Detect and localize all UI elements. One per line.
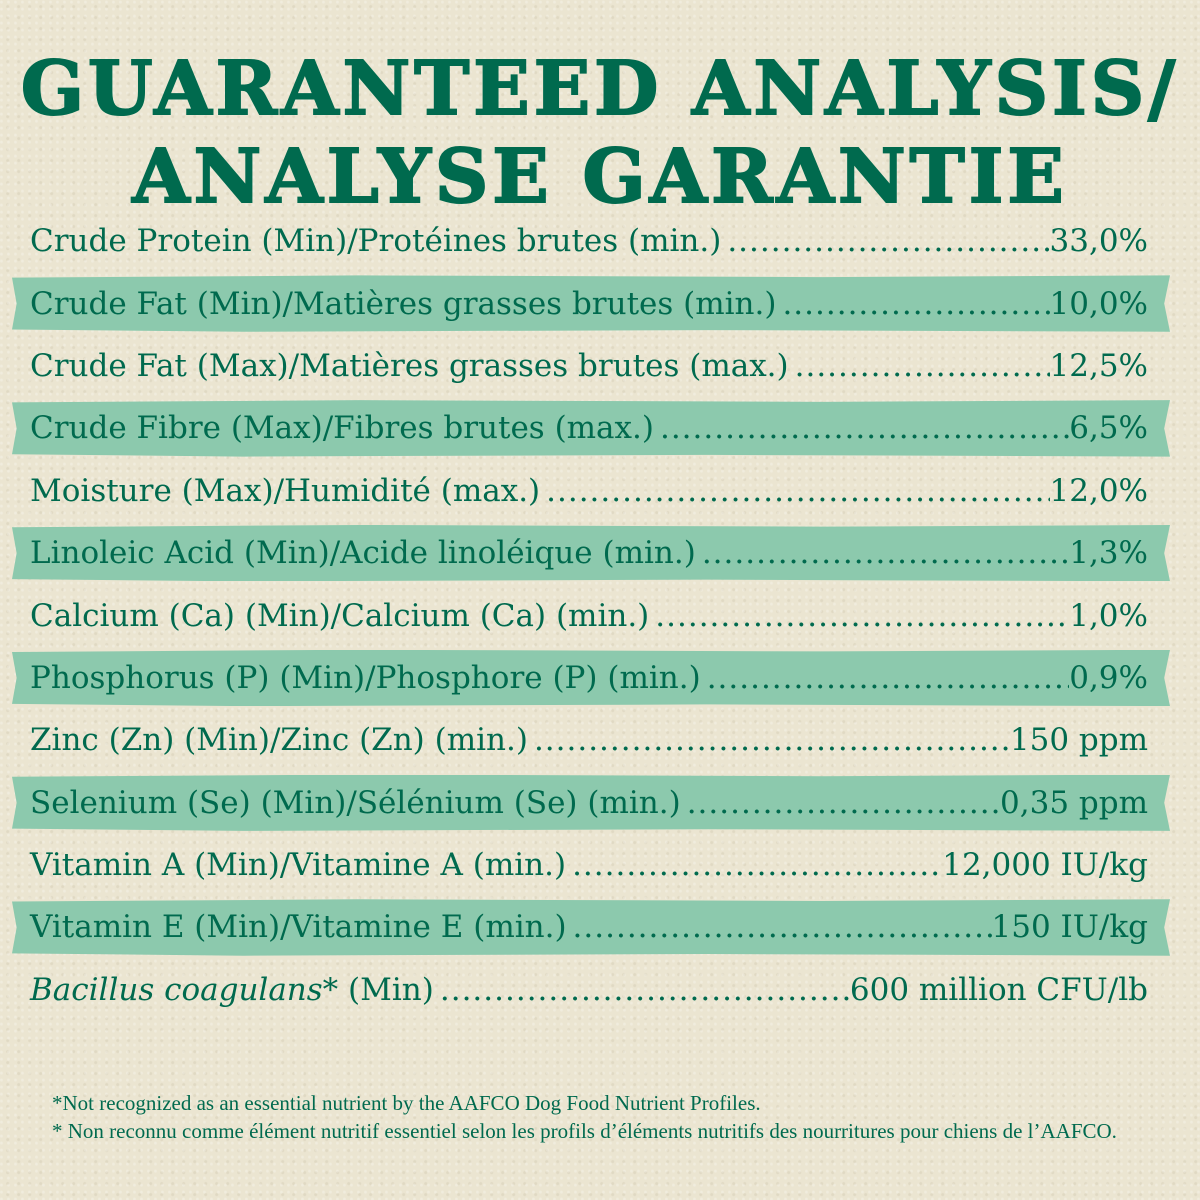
- leader-dots: [696, 535, 1069, 571]
- leader-dots: [776, 286, 1049, 322]
- nutrient-label: Phosphorus (P) (Min)/Phosphore (P) (min.…: [30, 659, 701, 696]
- nutrient-label: Zinc (Zn) (Min)/Zinc (Zn) (min.): [30, 722, 528, 759]
- nutrient-label: Bacillus coagulans* (Min): [30, 972, 434, 1008]
- nutrient-label: Crude Fibre (Max)/Fibres brutes (max.): [30, 410, 654, 447]
- nutrient-value: 12,5%: [1049, 347, 1148, 384]
- analysis-row: Crude Fat (Max)/Matières grasses brutes …: [0, 335, 1200, 397]
- title-english: GUARANTEED ANALYSIS/: [20, 46, 1180, 132]
- nutrient-value: 33,0%: [1049, 223, 1148, 260]
- analysis-row: Crude Fat (Min)/Matières grasses brutes …: [0, 272, 1200, 334]
- nutrient-label: Moisture (Max)/Humidité (max.): [30, 472, 541, 509]
- nutrient-label: Vitamin E (Min)/Vitamine E (min.): [30, 909, 567, 946]
- nutrient-value: 1,3%: [1069, 535, 1148, 572]
- nutrient-label: Crude Fat (Min)/Matières grasses brutes …: [30, 285, 777, 322]
- nutrient-value: 1,0%: [1069, 597, 1148, 634]
- nutrient-value: 10,0%: [1049, 285, 1148, 322]
- nutrient-label: Linoleic Acid (Min)/Acide linoléique (mi…: [30, 535, 696, 572]
- analysis-row: Moisture (Max)/Humidité (max.) 12,0%: [0, 460, 1200, 522]
- leader-dots: [566, 847, 942, 883]
- analysis-row: Crude Protein (Min)/Protéines brutes (mi…: [0, 210, 1200, 272]
- nutrient-label: Calcium (Ca) (Min)/Calcium (Ca) (min.): [30, 597, 650, 634]
- leader-dots: [434, 972, 850, 1008]
- nutrient-label: Selenium (Se) (Min)/Sélénium (Se) (min.): [30, 784, 681, 821]
- analysis-row: Zinc (Zn) (Min)/Zinc (Zn) (min.) 150 ppm: [0, 709, 1200, 771]
- leader-dots: [681, 785, 1000, 821]
- nutrient-value: 150 IU/kg: [991, 909, 1148, 946]
- nutrient-value: 600 million CFU/lb: [849, 971, 1148, 1008]
- leader-dots: [789, 348, 1050, 384]
- nutrient-value: 150 ppm: [1009, 722, 1148, 759]
- analysis-row: Selenium (Se) (Min)/Sélénium (Se) (min.)…: [0, 772, 1200, 834]
- analysis-row: Vitamin E (Min)/Vitamine E (min.) 150 IU/…: [0, 896, 1200, 958]
- species-name: Bacillus coagulans*: [30, 971, 339, 1008]
- analysis-row: Calcium (Ca) (Min)/Calcium (Ca) (min.) 1,…: [0, 584, 1200, 646]
- analysis-table: Crude Protein (Min)/Protéines brutes (mi…: [0, 210, 1200, 1021]
- nutrient-value: 12,000 IU/kg: [942, 847, 1148, 884]
- nutrient-label: Crude Protein (Min)/Protéines brutes (mi…: [30, 223, 722, 260]
- footnote-english: *Not recognized as an essential nutrient…: [52, 1091, 761, 1115]
- nutrient-value: 0,9%: [1069, 659, 1148, 696]
- leader-dots: [528, 722, 1010, 758]
- title-french: ANALYSE GARANTIE: [131, 134, 1068, 220]
- label-suffix: (Min): [338, 971, 434, 1008]
- nutrient-value: 6,5%: [1069, 410, 1148, 447]
- analysis-row: Crude Fibre (Max)/Fibres brutes (max.) 6,…: [0, 397, 1200, 459]
- leader-dots: [701, 660, 1070, 696]
- analysis-row: Linoleic Acid (Min)/Acide linoléique (mi…: [0, 522, 1200, 584]
- footnote-french: * Non reconnu comme élément nutritif ess…: [52, 1119, 1117, 1143]
- analysis-row: Vitamin A (Min)/Vitamine A (min.) 12,000 …: [0, 834, 1200, 896]
- nutrient-label: Crude Fat (Max)/Matières grasses brutes …: [30, 347, 789, 384]
- leader-dots: [649, 598, 1069, 634]
- nutrient-label: Vitamin A (Min)/Vitamine A (min.): [30, 847, 567, 884]
- leader-dots: [567, 909, 992, 945]
- analysis-row: Bacillus coagulans* (Min) 600 million CFU…: [0, 959, 1200, 1021]
- leader-dots: [654, 410, 1069, 446]
- nutrient-value: 12,0%: [1049, 472, 1148, 509]
- analysis-row: Phosphorus (P) (Min)/Phosphore (P) (min.…: [0, 647, 1200, 709]
- leader-dots: [721, 223, 1049, 259]
- nutrient-value: 0,35 ppm: [1000, 784, 1148, 821]
- leader-dots: [540, 473, 1049, 509]
